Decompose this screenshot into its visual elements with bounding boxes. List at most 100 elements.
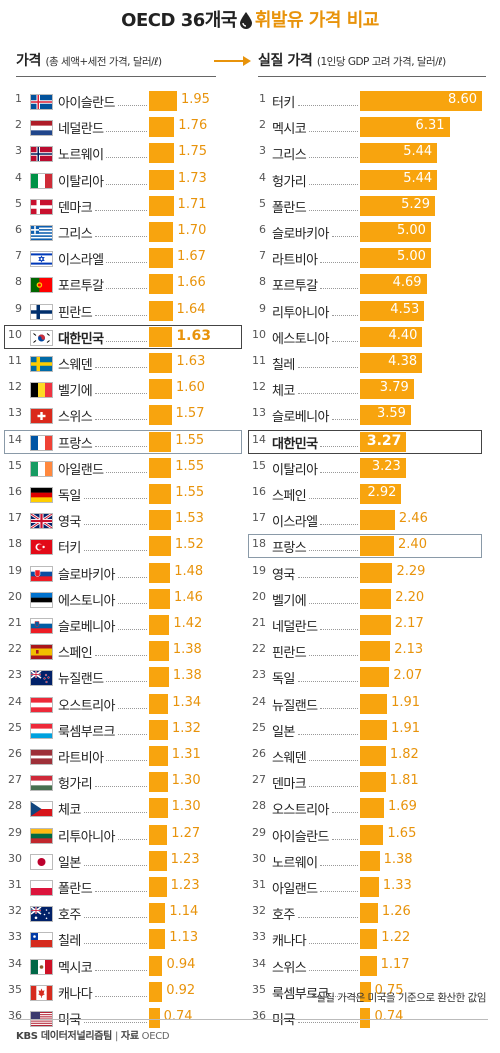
left-bar (149, 117, 175, 138)
right-leader-line (297, 105, 358, 106)
left-leader-line (83, 864, 147, 866)
left-row-19: 19 슬로바키아 1.48 (8, 560, 244, 586)
right-row-10: 10 에스토니아 4.40 (252, 324, 484, 350)
right-bar (360, 798, 384, 819)
left-bar (149, 457, 172, 478)
left-row-35: 35 캐나다 0.92 (8, 979, 244, 1005)
right-bar (360, 588, 392, 609)
left-row-26: 26 라트비아 1.31 (8, 743, 244, 769)
left-country-label: 이탈리아 (58, 174, 104, 190)
right-leader-line (297, 733, 358, 735)
left-row-25: 25 룩셈부르크 1.32 (8, 717, 244, 743)
left-row-13: 13 스위스 1.57 (8, 402, 244, 428)
right-leader-line (309, 760, 358, 761)
right-country-label: 슬로베니아 (272, 410, 329, 426)
left-country-label: 아일랜드 (58, 462, 104, 478)
left-value-label: 1.32 (171, 720, 201, 736)
right-value-label: 2.46 (398, 511, 428, 527)
right-country-label: 프랑스 (272, 541, 307, 557)
chart-title: OECD 36개국 휘발유 가격 비교 (0, 6, 500, 34)
left-country-label: 라트비아 (58, 751, 104, 766)
left-value-label: 0.74 (163, 1009, 193, 1024)
right-value-label: 5.00 (396, 249, 426, 265)
right-bar (360, 326, 423, 347)
left-value-label: 1.27 (171, 825, 201, 841)
right-leader-line (331, 838, 358, 840)
right-bar (360, 746, 386, 766)
left-value-label: 1.67 (176, 249, 206, 265)
left-country-label: 노르웨이 (58, 148, 104, 164)
left-country-label: 슬로베니아 (58, 620, 115, 635)
right-bar (360, 457, 406, 478)
chile-flag-icon (30, 932, 53, 949)
left-rank: 35 (8, 982, 22, 996)
left-leader-line (95, 891, 147, 892)
right-row-22: 22 핀란드 2.13 (252, 638, 484, 664)
right-bar (360, 667, 390, 688)
right-rank: 34 (252, 956, 266, 970)
left-rank: 8 (15, 275, 22, 289)
right-row-24: 24 뉴질랜드 1.91 (252, 691, 484, 717)
switzerland-flag-icon (30, 408, 53, 425)
left-row-32: 32 호주 1.14 (8, 900, 244, 926)
footer-separator: | (114, 1031, 119, 1042)
left-row-12: 12 벨기에 1.60 (8, 376, 244, 402)
right-country-label: 미국 (272, 1013, 295, 1028)
right-leader-line (309, 209, 358, 211)
right-value-label: 4.38 (388, 354, 418, 369)
footer-divider (12, 1019, 488, 1020)
left-bar (149, 222, 174, 242)
right-country-label: 이탈리아 (272, 462, 318, 478)
right-bar (360, 929, 378, 950)
right-bar (360, 772, 386, 793)
footer-org: OECD (141, 1031, 170, 1042)
right-value-label: 4.40 (388, 327, 418, 343)
left-bar (149, 981, 163, 1002)
left-rank: 27 (8, 773, 22, 787)
left-bar (149, 824, 168, 845)
left-row-24: 24 오스트리아 1.34 (8, 691, 244, 717)
left-rank: 1 (15, 92, 22, 105)
right-header-subtitle: (1인당 GDP 고려 가격, 달러/ℓ) (316, 56, 446, 68)
left-row-8: 8 포르투갈 1.66 (8, 271, 244, 297)
left-row-21: 21 슬로베니아 1.42 (8, 612, 244, 638)
right-leader-line (297, 1022, 358, 1023)
left-rank: 11 (8, 354, 22, 367)
right-country-label: 벨기에 (272, 593, 307, 609)
right-country-label: 스위스 (272, 960, 307, 976)
left-country-label: 스웨덴 (58, 358, 93, 373)
left-row-5: 5 덴마크 1.71 (8, 193, 244, 219)
left-rank: 24 (8, 694, 22, 708)
left-bar (149, 850, 167, 871)
right-bar (360, 562, 393, 583)
right-value-label: 2.13 (394, 642, 424, 658)
left-leader-line (117, 105, 147, 106)
right-value-label: 3.27 (366, 432, 402, 449)
right-bar (360, 484, 402, 504)
arrow-right-icon (214, 56, 251, 66)
right-row-4: 4 헝가리 5.44 (252, 167, 484, 193)
left-bar (149, 484, 172, 504)
right-country-label: 그리스 (272, 148, 307, 164)
left-row-30: 30 일본 1.23 (8, 848, 244, 874)
right-value-label: 1.69 (387, 799, 417, 815)
left-leader-line (106, 262, 147, 264)
title-highlight: 휘발유 가격 비교 (254, 10, 379, 31)
france-flag-icon (30, 434, 53, 451)
left-value-label: 1.75 (178, 144, 208, 160)
right-rank: 27 (252, 773, 266, 787)
right-country-label: 에스토니아 (272, 331, 329, 347)
left-leader-line (95, 655, 147, 657)
right-bar (360, 693, 388, 714)
right-value-label: 5.44 (403, 144, 433, 160)
left-value-label: 0.94 (166, 956, 196, 972)
right-leader-line (320, 471, 358, 473)
left-country-label: 슬로바키아 (58, 567, 115, 583)
right-country-label: 핀란드 (272, 646, 307, 662)
title-prefix: OECD 36개국 (121, 10, 237, 31)
left-country-label: 그리스 (58, 227, 93, 242)
left-bar (149, 431, 172, 452)
left-row-15: 15 아일랜드 1.55 (8, 455, 244, 481)
left-bar (149, 955, 163, 976)
left-rank: 23 (8, 668, 22, 682)
